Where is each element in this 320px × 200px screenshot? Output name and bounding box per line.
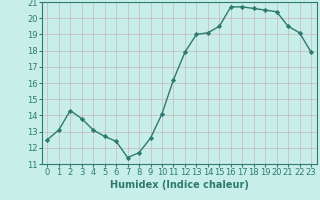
X-axis label: Humidex (Indice chaleur): Humidex (Indice chaleur) xyxy=(110,180,249,190)
